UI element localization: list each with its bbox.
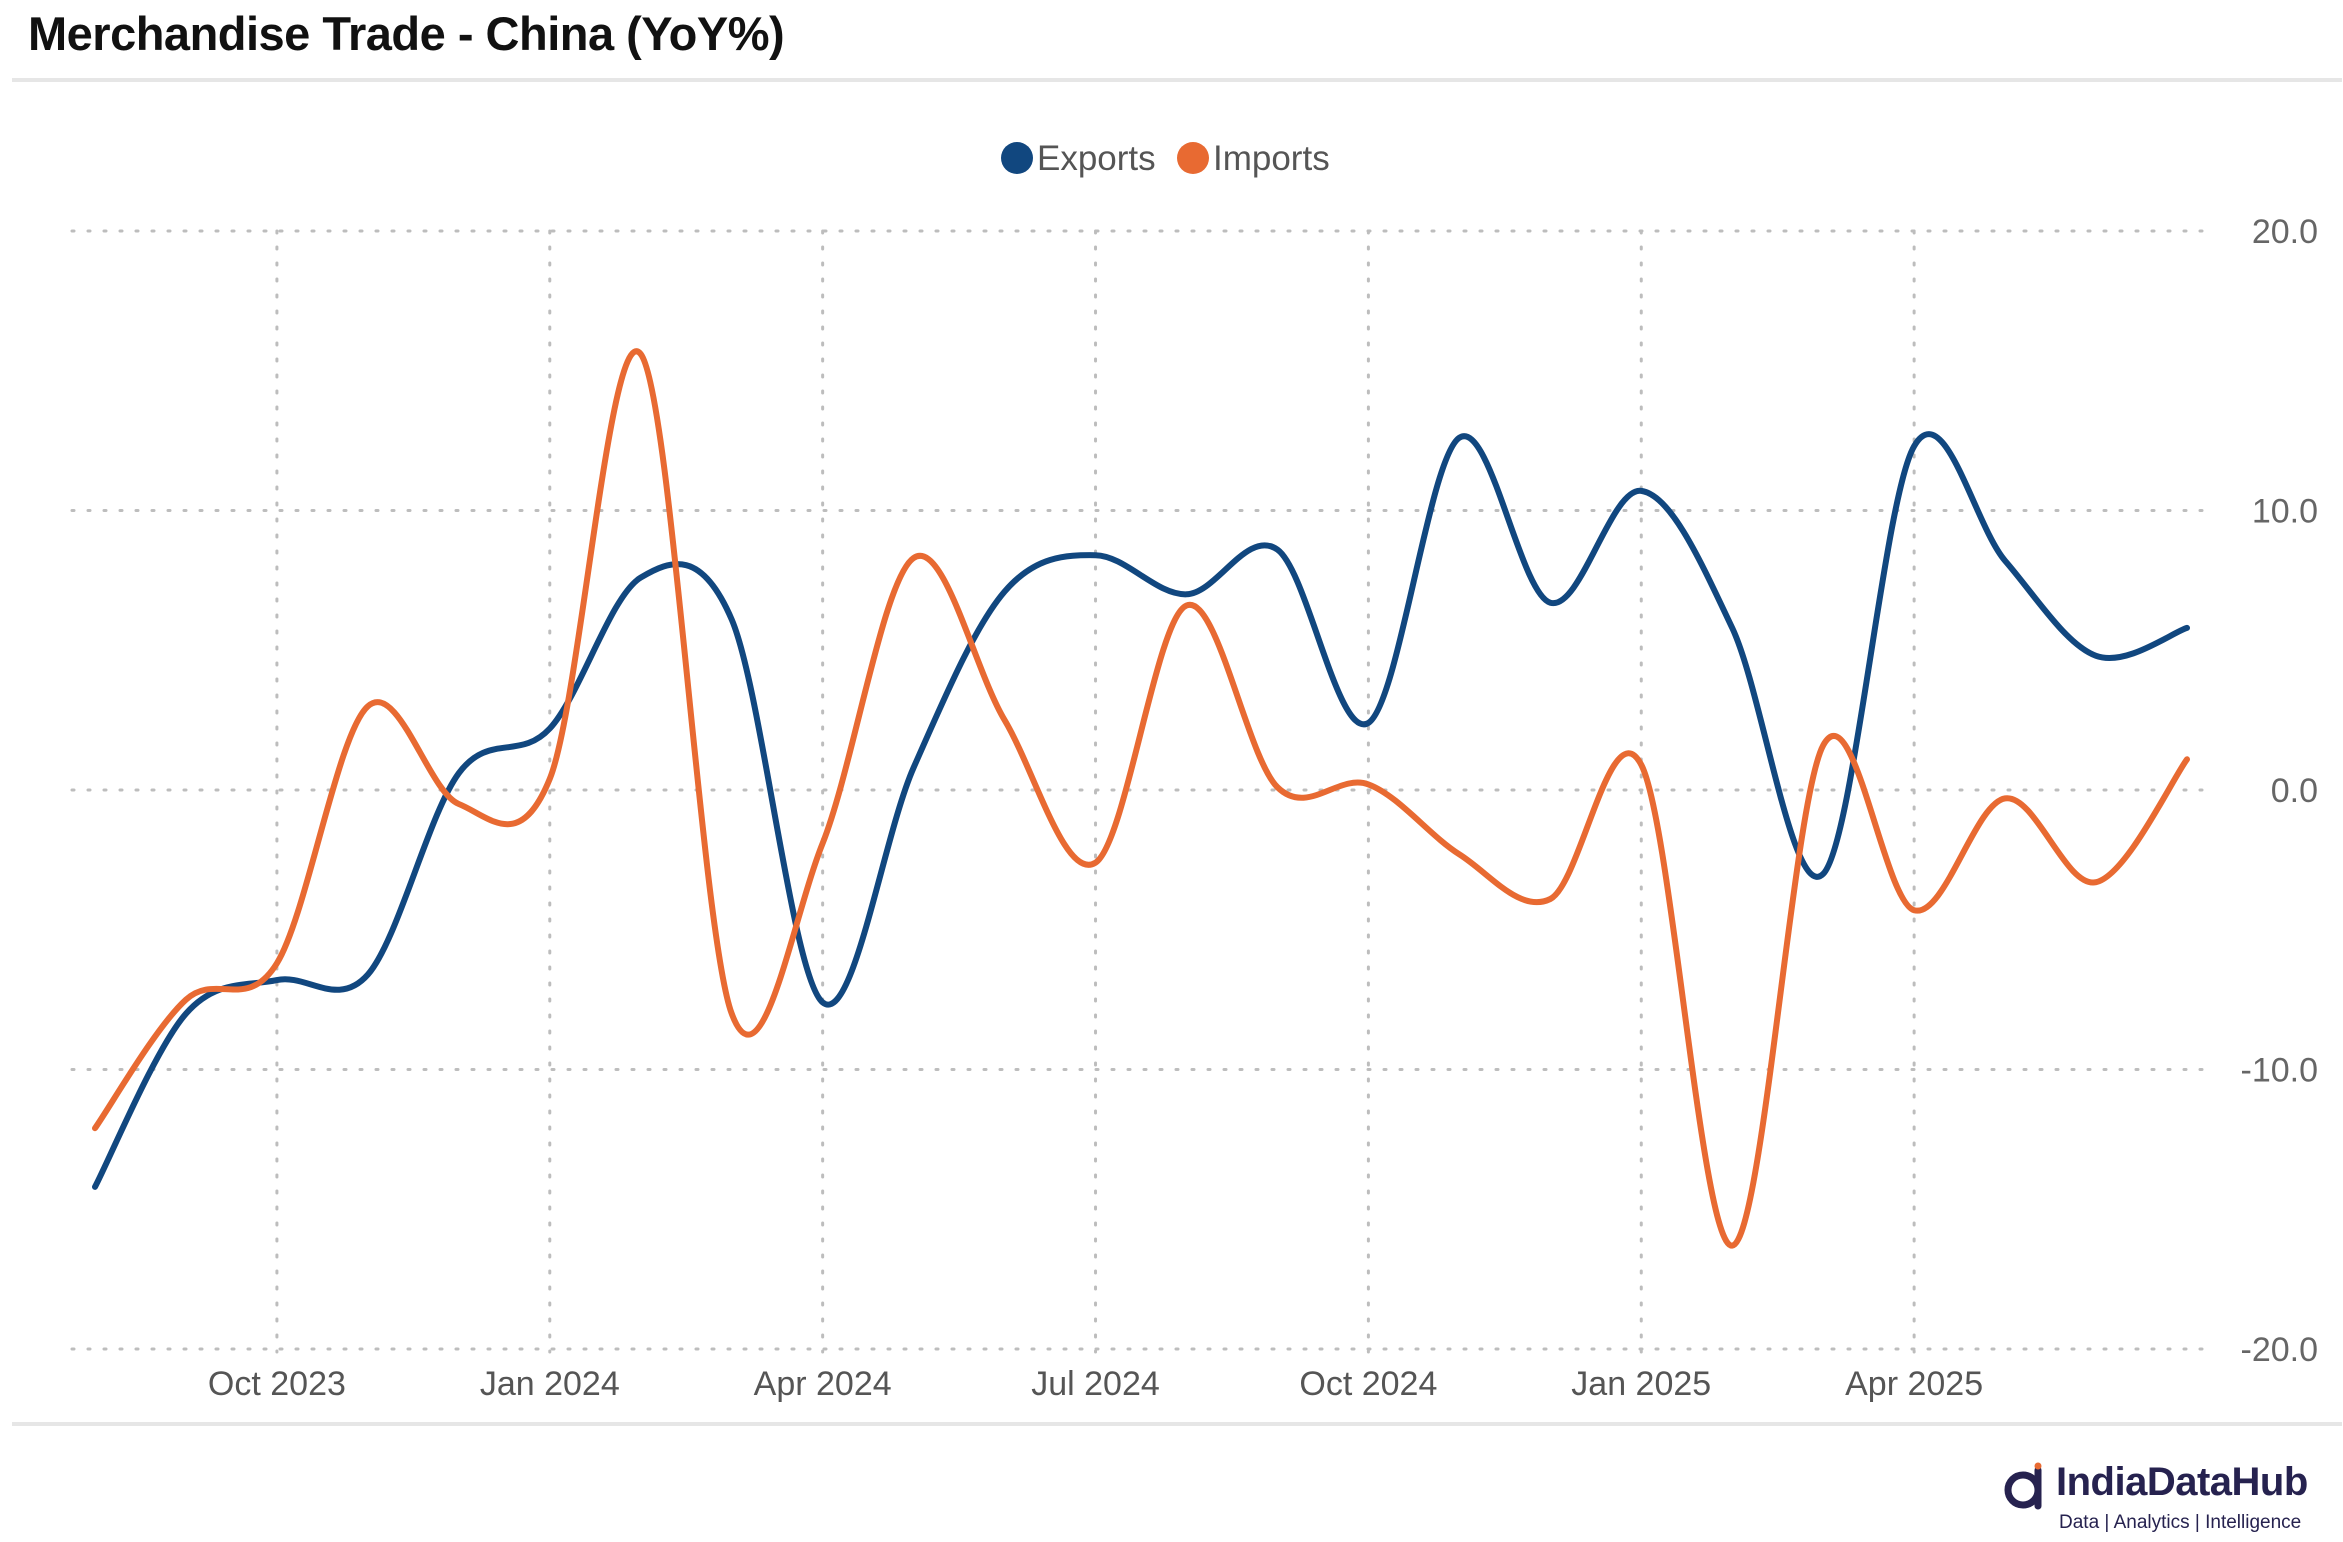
x-axis: Oct 2023 Jan 2024 Apr 2024 Jul 2024 Oct 2024… — [208, 1365, 1983, 1403]
legend-label-exports: Exports — [1037, 139, 1156, 178]
chart-title: Merchandise Trade - China (YoY%) — [28, 7, 785, 60]
series-lines — [92, 348, 2190, 1249]
legend-marker-exports — [1001, 142, 1033, 174]
x-tick-label: Oct 2024 — [1299, 1365, 1437, 1403]
y-tick-label: 20.0 — [2252, 213, 2318, 251]
series-line-exports — [92, 431, 2190, 1190]
series-line-imports — [92, 348, 2190, 1249]
legend-label-imports: Imports — [1213, 139, 1330, 178]
footer-divider — [12, 1422, 2342, 1426]
legend-marker-imports — [1177, 142, 1209, 174]
x-tick-label: Jul 2024 — [1031, 1365, 1160, 1403]
line-chart: Exports Imports 20.0 10.0 0.0 -10.0 -20.0 Oct… — [70, 139, 2319, 1403]
x-tick-label: Oct 2023 — [208, 1365, 346, 1403]
y-tick-label: 0.0 — [2271, 772, 2318, 810]
y-tick-label: 10.0 — [2252, 493, 2318, 531]
y-axis: 20.0 10.0 0.0 -10.0 -20.0 — [2241, 213, 2319, 1369]
y-tick-label: -10.0 — [2241, 1052, 2319, 1090]
chart-grid — [70, 229, 2217, 1354]
y-tick-label: -20.0 — [2241, 1331, 2319, 1369]
x-tick-label: Apr 2025 — [1845, 1365, 1983, 1403]
legend: Exports Imports — [1001, 139, 1330, 178]
brand-logo: IndiaDataHub Data | Analytics | Intellig… — [2001, 1460, 2331, 1540]
brand-tagline: Data | Analytics | Intelligence — [2059, 1512, 2302, 1533]
x-tick-label: Jan 2024 — [480, 1365, 620, 1403]
x-tick-label: Jan 2025 — [1571, 1365, 1711, 1403]
header-divider — [12, 78, 2342, 82]
logo-mark-icon — [2004, 1462, 2042, 1510]
brand-name: IndiaDataHub — [2056, 1460, 2308, 1504]
x-tick-label: Apr 2024 — [754, 1365, 892, 1403]
